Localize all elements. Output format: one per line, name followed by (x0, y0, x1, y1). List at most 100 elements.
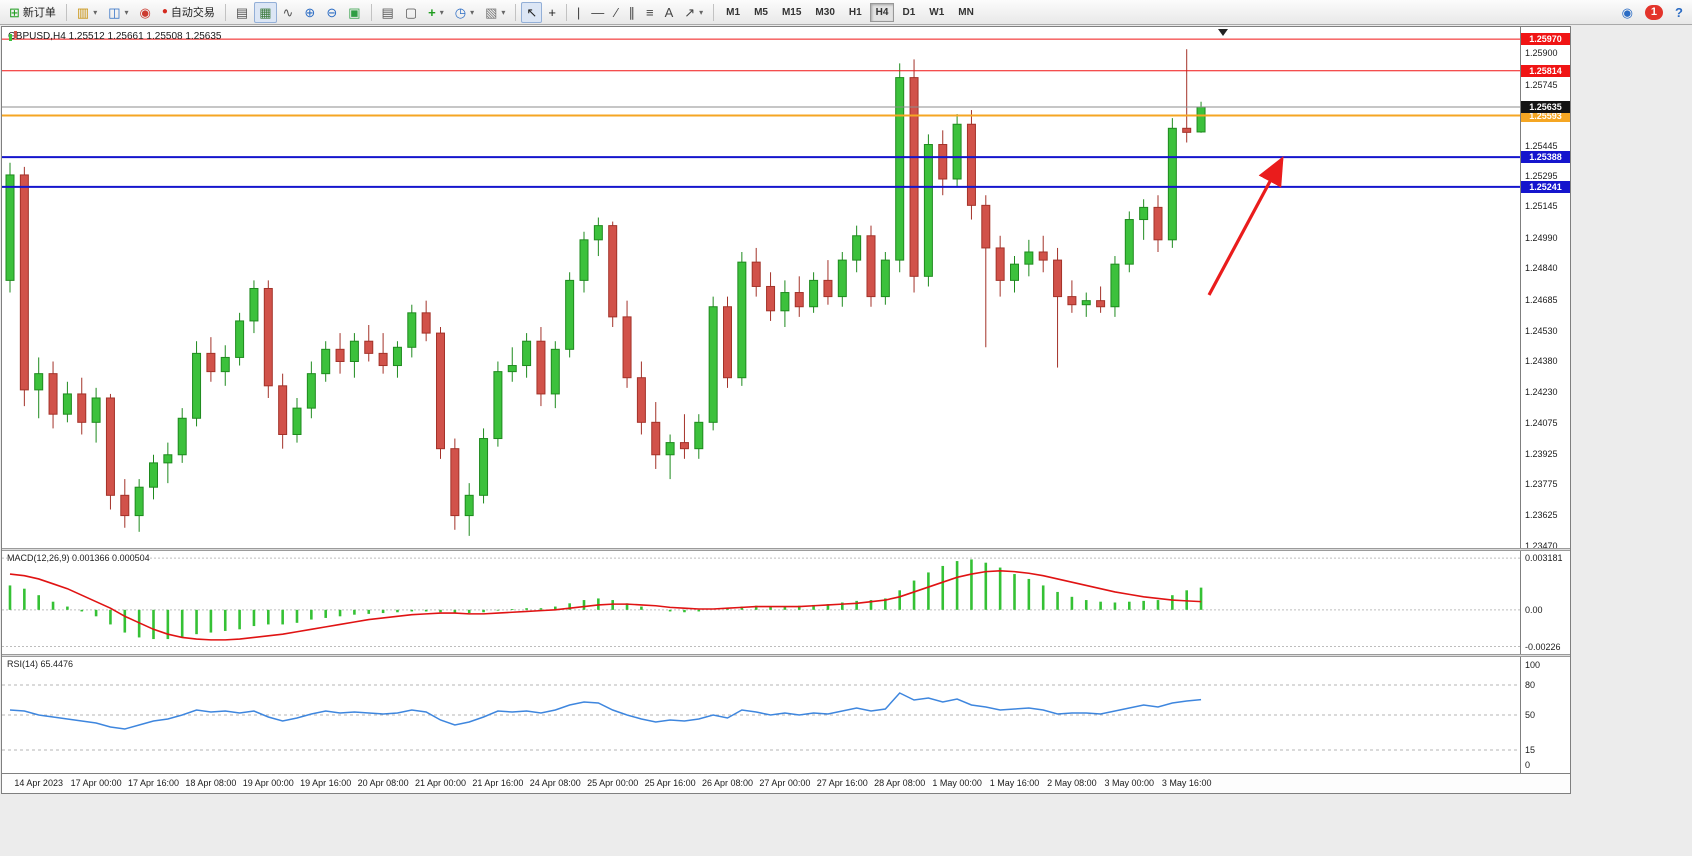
candle (1096, 286, 1106, 313)
pane-divider[interactable] (2, 654, 1570, 657)
timeframe-h4[interactable]: H4 (869, 3, 895, 22)
macd-signal-line (9, 570, 1202, 641)
candle (177, 408, 187, 463)
vertical-line-tool-button[interactable]: | (572, 2, 585, 23)
time-axis-label: 21 Apr 16:00 (472, 778, 524, 788)
candle (263, 280, 273, 398)
zoom-out-icon: ⊖ (326, 4, 338, 20)
candle (1024, 239, 1034, 277)
timeframe-m30[interactable]: M30 (809, 3, 840, 22)
trendline-tool-button[interactable]: ∕ (610, 2, 622, 23)
axis-tick: 0 (1525, 760, 1531, 770)
time-axis-label: 27 Apr 00:00 (759, 778, 811, 788)
candle (1110, 256, 1120, 317)
candle (77, 377, 87, 435)
rsi-canvas[interactable] (2, 657, 1520, 773)
candle (1182, 49, 1192, 143)
tile-windows-button[interactable]: ▣ (343, 2, 365, 23)
axis-tick: 1.24685 (1525, 294, 1558, 305)
macd-axis: 0.003181 0.00 -0.00226 (1520, 551, 1570, 654)
timeframe-w1[interactable]: W1 (923, 3, 950, 22)
line-chart-button[interactable]: ∿ (278, 2, 299, 23)
time-axis[interactable]: 14 Apr 2023 17 Apr 00:00 17 Apr 16:00 18 Ap… (2, 773, 1570, 793)
candle (809, 272, 819, 313)
time-axis-label: 14 Apr 2023 (14, 778, 63, 788)
arrows-tool-icon: ↗ (684, 4, 696, 20)
axis-tick: 1.24075 (1525, 418, 1558, 429)
window-background (1571, 25, 1692, 856)
chart-shift-marker[interactable] (1218, 29, 1228, 36)
time-axis-label: 1 May 00:00 (932, 778, 982, 788)
templates-button[interactable]: ▧ ▾ (480, 2, 510, 23)
window-background (0, 794, 1571, 856)
candle (895, 63, 905, 273)
candle (321, 341, 331, 382)
pane-divider[interactable] (2, 548, 1570, 551)
candle (134, 479, 144, 532)
price-label-box: 1.25635 (1521, 101, 1570, 113)
candle (235, 312, 245, 366)
chart-title-row: GBPUSD,H4 1.25512 1.25661 1.25508 1.2563… (8, 31, 222, 42)
candle (220, 345, 230, 386)
new-chart-icon: ▥ (76, 4, 90, 20)
crosshair-tool-button[interactable]: + (543, 2, 561, 23)
toolbar-separator (565, 3, 567, 21)
horizontal-line-tool-button[interactable]: — (586, 2, 609, 23)
periods-button[interactable]: ◷ ▾ (450, 2, 479, 23)
zoom-in-button[interactable]: ⊕ (299, 2, 320, 23)
timeframe-h1[interactable]: H1 (843, 3, 868, 22)
rsi-axis: 100 80 50 15 0 (1520, 657, 1570, 773)
candle (479, 428, 489, 504)
timeframe-mn[interactable]: MN (952, 3, 980, 22)
candle (995, 235, 1005, 297)
candlestick-chart-button[interactable]: ▦ (254, 1, 277, 23)
macd-canvas[interactable] (2, 551, 1520, 654)
community-button[interactable]: ◉ (1617, 2, 1638, 23)
help-button[interactable]: ? (1670, 2, 1688, 23)
candle (364, 324, 374, 362)
chevron-down-icon: ▾ (501, 7, 506, 17)
cursor-tool-button[interactable]: ↖ (521, 1, 543, 23)
new-order-button[interactable]: ⊞ 新订单 (4, 2, 61, 23)
axis-tick: 1.23625 (1525, 509, 1558, 520)
charts-list-button[interactable]: ▤ (377, 2, 399, 23)
timeframe-m15[interactable]: M15 (776, 3, 807, 22)
price-label-box: 1.25388 (1521, 151, 1570, 164)
autotrading-button[interactable]: ● 自动交易 (157, 2, 220, 23)
indicators-button[interactable]: + ▾ (423, 2, 449, 23)
timeframe-m1[interactable]: M1 (720, 3, 746, 22)
candle (192, 341, 202, 427)
bar-chart-button[interactable]: ▤ (231, 2, 253, 23)
new-order-icon: ⊞ (9, 4, 20, 20)
axis-tick: 50 (1525, 710, 1536, 720)
data-window-button[interactable]: ▢ (400, 2, 422, 23)
timeframe-m5[interactable]: M5 (748, 3, 774, 22)
candle (1139, 199, 1149, 240)
new-chart-button[interactable]: ▥ ▾ (72, 2, 102, 23)
main-toolbar: ⊞ 新订单 ▥ ▾ ◫ ▾ ◉ ● 自动交易 ▤ ▦ ∿ ⊕ (0, 0, 1692, 25)
price-label-box: 1.25241 (1521, 180, 1570, 193)
bar-chart-icon: ▤ (235, 4, 249, 20)
chevron-down-icon: ▾ (124, 7, 129, 17)
notification-badge[interactable]: 1 (1644, 4, 1664, 20)
time-axis-label: 25 Apr 00:00 (587, 778, 639, 788)
main-chart-canvas[interactable] (2, 27, 1520, 548)
crosshair-icon: + (548, 4, 556, 20)
axis-tick: 80 (1525, 680, 1536, 690)
timeframe-d1[interactable]: D1 (896, 3, 921, 22)
trend-arrow[interactable] (1207, 156, 1284, 296)
chevron-down-icon: ▾ (439, 7, 444, 17)
arrows-tool-button[interactable]: ↗ ▾ (679, 2, 708, 23)
zoom-out-button[interactable]: ⊖ (321, 2, 342, 23)
text-tool-button[interactable]: A (660, 2, 679, 23)
fibonacci-tool-button[interactable]: ≡ (641, 2, 659, 23)
chevron-down-icon: ▾ (93, 7, 98, 17)
profiles-button[interactable]: ◫ ▾ (103, 2, 133, 23)
price-axis[interactable]: 1.259001.257451.255951.254451.252951.251… (1520, 27, 1570, 548)
channel-tool-button[interactable]: ∥ (623, 2, 640, 23)
axis-tick: 0.00 (1525, 604, 1543, 615)
candle (550, 341, 560, 409)
candle (923, 134, 933, 287)
market-watch-button[interactable]: ◉ (135, 2, 156, 23)
candle (105, 393, 115, 510)
